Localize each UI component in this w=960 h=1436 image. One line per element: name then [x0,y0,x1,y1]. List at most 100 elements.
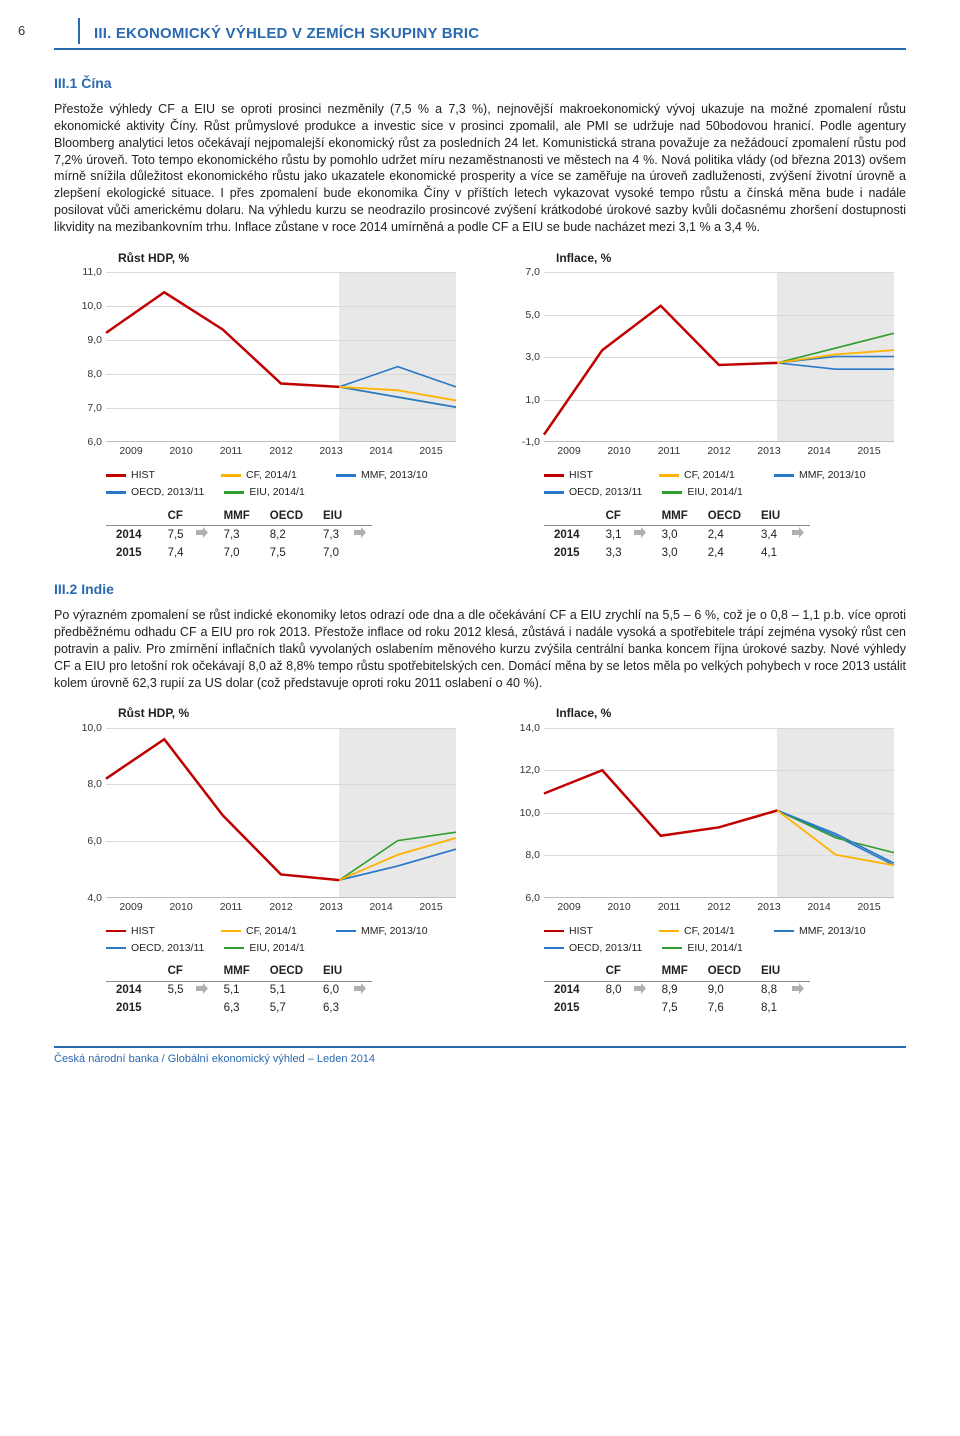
legend: HIST CF, 2014/1 MMF, 2013/10 OECD, 2013/… [106,468,456,499]
x-tick-label: 2011 [644,900,694,914]
x-tick-label: 2009 [544,444,594,458]
y-tick-label: 8,0 [68,367,102,381]
y-tick-label: 4,0 [68,891,102,905]
legend-eiu: EIU, 2014/1 [662,485,757,499]
table-row: 2015 3,3 3,0 2,4 4,1 [544,545,810,563]
legend-cf: CF, 2014/1 [221,924,316,938]
x-tick-label: 2011 [206,900,256,914]
legend-cf: CF, 2014/1 [659,468,754,482]
x-tick-label: 2012 [256,444,306,458]
series-mmf [339,367,456,387]
legend-hist: HIST [106,924,201,938]
header-rule [78,18,80,44]
legend-eiu: EIU, 2014/1 [662,941,757,955]
x-tick-label: 2014 [794,900,844,914]
y-tick-label: 8,0 [68,777,102,791]
x-tick-label: 2012 [694,444,744,458]
forecast-table: CFMMFOECDEIU 2014 7,5 7,3 8,2 7,3 2015 7… [106,508,372,563]
page-number: 6 [18,22,25,40]
legend-oecd: OECD, 2013/11 [544,485,642,499]
y-tick-label: 6,0 [68,435,102,449]
x-axis: 2009201020112012201320142015 [106,900,456,914]
x-tick-label: 2010 [156,444,206,458]
y-tick-label: 8,0 [506,848,540,862]
x-tick-label: 2013 [306,900,356,914]
legend-oecd: OECD, 2013/11 [106,941,204,955]
y-tick-label: 10,0 [506,806,540,820]
section-india-body: Po výrazném zpomalení se růst indické ek… [54,607,906,691]
china-infl-chart: Inflace, %-1,01,03,05,07,020092010201120… [504,250,894,562]
chart-area: 4,06,08,010,0 [106,728,456,898]
x-tick-label: 2015 [406,900,456,914]
series-hist [544,770,777,836]
x-tick-label: 2009 [544,900,594,914]
header-title: III. EKONOMICKÝ VÝHLED V ZEMÍCH SKUPINY … [94,24,479,44]
section-china-body: Přestože výhledy CF a EIU se oproti pros… [54,101,906,236]
x-tick-label: 2010 [594,444,644,458]
legend: HIST CF, 2014/1 MMF, 2013/10 OECD, 2013/… [544,468,894,499]
legend-hist: HIST [544,468,639,482]
chart-title: Inflace, % [556,705,894,721]
chart-title: Růst HDP, % [118,250,456,266]
x-tick-label: 2012 [694,900,744,914]
chart-title: Inflace, % [556,250,894,266]
legend-hist: HIST [106,468,201,482]
footer: Česká národní banka / Globální ekonomick… [54,1046,906,1067]
legend-oecd: OECD, 2013/11 [544,941,642,955]
series-eiu [777,333,894,363]
legend: HIST CF, 2014/1 MMF, 2013/10 OECD, 2013/… [544,924,894,955]
x-axis: 2009201020112012201320142015 [544,900,894,914]
x-tick-label: 2010 [156,900,206,914]
forecast-table: CFMMFOECDEIU 2014 8,0 8,9 9,0 8,8 2015 7… [544,963,810,1018]
table-row: 2015 7,5 7,6 8,1 [544,1000,810,1018]
legend-hist: HIST [544,924,639,938]
y-tick-label: 7,0 [68,401,102,415]
y-tick-label: 12,0 [506,763,540,777]
y-tick-label: 3,0 [506,350,540,364]
y-tick-label: 9,0 [68,333,102,347]
china-gdp-chart: Růst HDP, %6,07,08,09,010,011,0200920102… [66,250,456,562]
x-axis: 2009201020112012201320142015 [106,444,456,458]
forecast-table: CFMMFOECDEIU 2014 3,1 3,0 2,4 3,4 2015 3… [544,508,810,563]
table-row: 2014 5,5 5,1 5,1 6,0 [106,981,372,1000]
x-tick-label: 2013 [744,444,794,458]
india-charts-row: Růst HDP, %4,06,08,010,02009201020112012… [54,705,906,1017]
x-tick-label: 2011 [206,444,256,458]
x-tick-label: 2013 [744,900,794,914]
legend-mmf: MMF, 2013/10 [336,924,431,938]
header-bar: III. EKONOMICKÝ VÝHLED V ZEMÍCH SKUPINY … [54,18,906,50]
series-cf [339,837,456,879]
y-tick-label: 10,0 [68,299,102,313]
series-oecd [777,363,894,369]
table-row: 2014 7,5 7,3 8,2 7,3 [106,526,372,545]
x-axis: 2009201020112012201320142015 [544,444,894,458]
legend-eiu: EIU, 2014/1 [224,941,319,955]
table-row: 2014 8,0 8,9 9,0 8,8 [544,981,810,1000]
series-cf [339,387,456,401]
y-tick-label: 1,0 [506,392,540,406]
x-tick-label: 2015 [844,900,894,914]
chart-area: 6,07,08,09,010,011,0 [106,272,456,442]
china-charts-row: Růst HDP, %6,07,08,09,010,011,0200920102… [54,250,906,562]
x-tick-label: 2014 [356,444,406,458]
x-tick-label: 2015 [406,444,456,458]
legend-cf: CF, 2014/1 [659,924,754,938]
y-tick-label: 7,0 [506,265,540,279]
x-tick-label: 2010 [594,900,644,914]
india-infl-chart: Inflace, %6,08,010,012,014,0200920102011… [504,705,894,1017]
section-china-title: III.1 Čína [54,74,906,93]
y-tick-label: 11,0 [68,265,102,279]
section-india-title: III.2 Indie [54,580,906,599]
x-tick-label: 2011 [644,444,694,458]
chart-area: -1,01,03,05,07,0 [544,272,894,442]
series-oecd [339,849,456,880]
series-hist [106,292,339,387]
table-row: 2015 7,4 7,0 7,5 7,0 [106,545,372,563]
x-tick-label: 2015 [844,444,894,458]
x-tick-label: 2013 [306,444,356,458]
legend-mmf: MMF, 2013/10 [774,924,869,938]
chart-title: Růst HDP, % [118,705,456,721]
legend-eiu: EIU, 2014/1 [224,485,319,499]
y-tick-label: 6,0 [68,834,102,848]
y-tick-label: 6,0 [506,891,540,905]
